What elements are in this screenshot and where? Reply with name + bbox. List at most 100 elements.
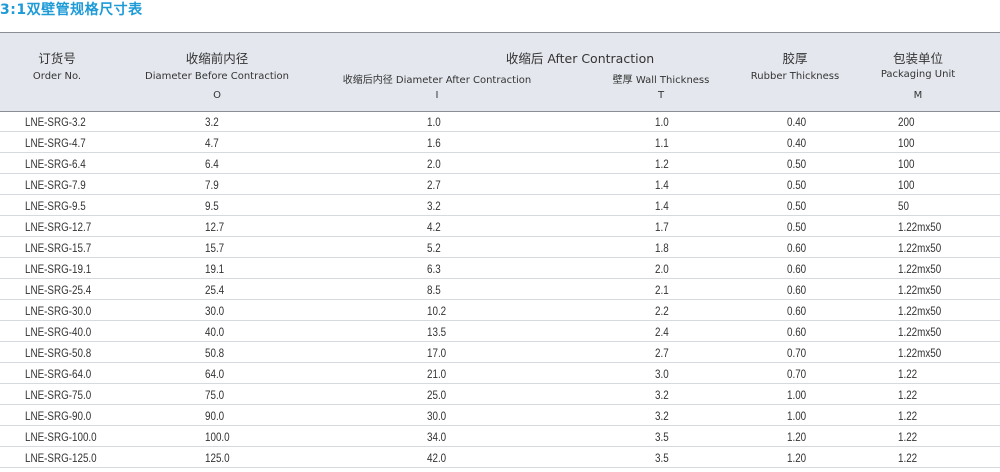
cell-diameter-after: 5.2 (427, 241, 441, 255)
cell-diameter-before: 9.5 (205, 199, 219, 213)
cell-diameter-after: 8.5 (427, 283, 441, 297)
cell-order-no: LNE-SRG-3.2 (25, 115, 86, 129)
cell-order-no: LNE-SRG-64.0 (25, 367, 92, 381)
cell-diameter-after: 6.3 (427, 262, 441, 276)
cell-wall-thickness: 3.5 (655, 451, 669, 465)
cell-order-no: LNE-SRG-12.7 (25, 220, 92, 234)
table-row: LNE-SRG-100.0 100.0 34.0 3.5 1.20 1.22 (0, 426, 1000, 447)
header-rubber-cn: 胶厚 (782, 51, 808, 66)
table-row: LNE-SRG-125.0 125.0 42.0 3.5 1.20 1.22 (0, 447, 1000, 468)
cell-diameter-after: 2.0 (427, 157, 441, 171)
cell-packaging-unit: 1.22 (898, 388, 918, 402)
table-row: LNE-SRG-12.7 12.7 4.2 1.7 0.50 1.22mx50 (0, 216, 1000, 237)
cell-packaging-unit: 1.22mx50 (898, 220, 942, 234)
cell-diameter-before: 3.2 (205, 115, 219, 129)
cell-wall-thickness: 3.5 (655, 430, 669, 444)
cell-diameter-before: 12.7 (205, 220, 225, 234)
cell-diameter-after: 1.6 (427, 136, 441, 150)
header-order-en: Order No. (32, 71, 82, 82)
cell-diameter-after: 34.0 (427, 430, 447, 444)
cell-order-no: LNE-SRG-125.0 (25, 451, 97, 465)
cell-rubber-thickness: 0.50 (787, 157, 807, 171)
page-title: 3:1双壁管规格尺寸表 (0, 2, 143, 18)
cell-packaging-unit: 1.22 (898, 430, 918, 444)
cell-order-no: LNE-SRG-9.5 (25, 199, 86, 213)
table-row: LNE-SRG-9.5 9.5 3.2 1.4 0.50 50 (0, 195, 1000, 216)
cell-diameter-before: 64.0 (205, 367, 225, 381)
cell-rubber-thickness: 0.40 (787, 115, 807, 129)
cell-order-no: LNE-SRG-30.0 (25, 304, 92, 318)
cell-diameter-before: 19.1 (205, 262, 225, 276)
cell-diameter-after: 21.0 (427, 367, 447, 381)
header-pack-en: Packaging Unit (880, 69, 956, 80)
cell-rubber-thickness: 0.70 (787, 367, 807, 381)
cell-packaging-unit: 200 (898, 115, 915, 129)
header-before-en: Diameter Before Contraction (145, 71, 289, 82)
table-row: LNE-SRG-19.1 19.1 6.3 2.0 0.60 1.22mx50 (0, 258, 1000, 279)
table-row: LNE-SRG-4.7 4.7 1.6 1.1 0.40 100 (0, 132, 1000, 153)
cell-diameter-before: 4.7 (205, 136, 219, 150)
table-row: LNE-SRG-30.0 30.0 10.2 2.2 0.60 1.22mx50 (0, 300, 1000, 321)
cell-order-no: LNE-SRG-7.9 (25, 178, 86, 192)
cell-packaging-unit: 1.22mx50 (898, 325, 942, 339)
cell-diameter-before: 40.0 (205, 325, 225, 339)
cell-diameter-before: 6.4 (205, 157, 219, 171)
cell-diameter-after: 10.2 (427, 304, 447, 318)
cell-order-no: LNE-SRG-19.1 (25, 262, 92, 276)
cell-diameter-after: 1.0 (427, 115, 441, 129)
cell-packaging-unit: 1.22mx50 (898, 283, 942, 297)
cell-diameter-after: 30.0 (427, 409, 447, 423)
cell-diameter-after: 4.2 (427, 220, 441, 234)
cell-diameter-before: 25.4 (205, 283, 225, 297)
cell-rubber-thickness: 0.60 (787, 241, 807, 255)
header-after-diam-sym: I (435, 90, 439, 101)
cell-diameter-before: 100.0 (205, 430, 230, 444)
table-row: LNE-SRG-40.0 40.0 13.5 2.4 0.60 1.22mx50 (0, 321, 1000, 342)
cell-diameter-before: 15.7 (205, 241, 225, 255)
cell-packaging-unit: 100 (898, 136, 915, 150)
cell-order-no: LNE-SRG-6.4 (25, 157, 86, 171)
cell-order-no: LNE-SRG-90.0 (25, 409, 92, 423)
cell-diameter-after: 2.7 (427, 178, 441, 192)
cell-wall-thickness: 3.2 (655, 409, 669, 423)
table-row: LNE-SRG-50.8 50.8 17.0 2.7 0.70 1.22mx50 (0, 342, 1000, 363)
cell-diameter-before: 50.8 (205, 346, 225, 360)
table-row: LNE-SRG-6.4 6.4 2.0 1.2 0.50 100 (0, 153, 1000, 174)
header-pack-cn: 包装单位 (892, 51, 944, 66)
cell-order-no: LNE-SRG-15.7 (25, 241, 92, 255)
table-row: LNE-SRG-7.9 7.9 2.7 1.4 0.50 100 (0, 174, 1000, 195)
cell-wall-thickness: 2.0 (655, 262, 669, 276)
cell-order-no: LNE-SRG-4.7 (25, 136, 86, 150)
table-row: LNE-SRG-25.4 25.4 8.5 2.1 0.60 1.22mx50 (0, 279, 1000, 300)
header-rubber-en: Rubber Thickness (750, 71, 840, 82)
cell-wall-thickness: 1.7 (655, 220, 669, 234)
cell-rubber-thickness: 0.50 (787, 178, 807, 192)
cell-order-no: LNE-SRG-100.0 (25, 430, 97, 444)
cell-rubber-thickness: 1.20 (787, 451, 807, 465)
cell-rubber-thickness: 0.60 (787, 304, 807, 318)
cell-rubber-thickness: 0.60 (787, 325, 807, 339)
table-row: LNE-SRG-75.0 75.0 25.0 3.2 1.00 1.22 (0, 384, 1000, 405)
header-before-cn: 收缩前内径 (185, 51, 249, 66)
table-row: LNE-SRG-90.0 90.0 30.0 3.2 1.00 1.22 (0, 405, 1000, 426)
cell-rubber-thickness: 0.70 (787, 346, 807, 360)
cell-wall-thickness: 2.2 (655, 304, 669, 318)
header-after-diam: 收缩后内径 Diameter After Contraction (342, 75, 532, 86)
cell-wall-thickness: 2.4 (655, 325, 669, 339)
cell-diameter-before: 125.0 (205, 451, 230, 465)
cell-wall-thickness: 1.4 (655, 199, 669, 213)
cell-rubber-thickness: 1.00 (787, 409, 807, 423)
cell-wall-thickness: 1.4 (655, 178, 669, 192)
header-order-cn: 订货号 (38, 51, 76, 66)
cell-packaging-unit: 100 (898, 178, 915, 192)
cell-rubber-thickness: 1.20 (787, 430, 807, 444)
cell-diameter-after: 3.2 (427, 199, 441, 213)
cell-wall-thickness: 1.0 (655, 115, 669, 129)
cell-packaging-unit: 1.22mx50 (898, 346, 942, 360)
cell-wall-thickness: 3.2 (655, 388, 669, 402)
cell-wall-thickness: 2.1 (655, 283, 669, 297)
cell-wall-thickness: 3.0 (655, 367, 669, 381)
cell-rubber-thickness: 0.60 (787, 283, 807, 297)
table-header: 订货号 Order No. 收缩前内径 Diameter Before Cont… (0, 32, 1000, 112)
table-row: LNE-SRG-15.7 15.7 5.2 1.8 0.60 1.22mx50 (0, 237, 1000, 258)
